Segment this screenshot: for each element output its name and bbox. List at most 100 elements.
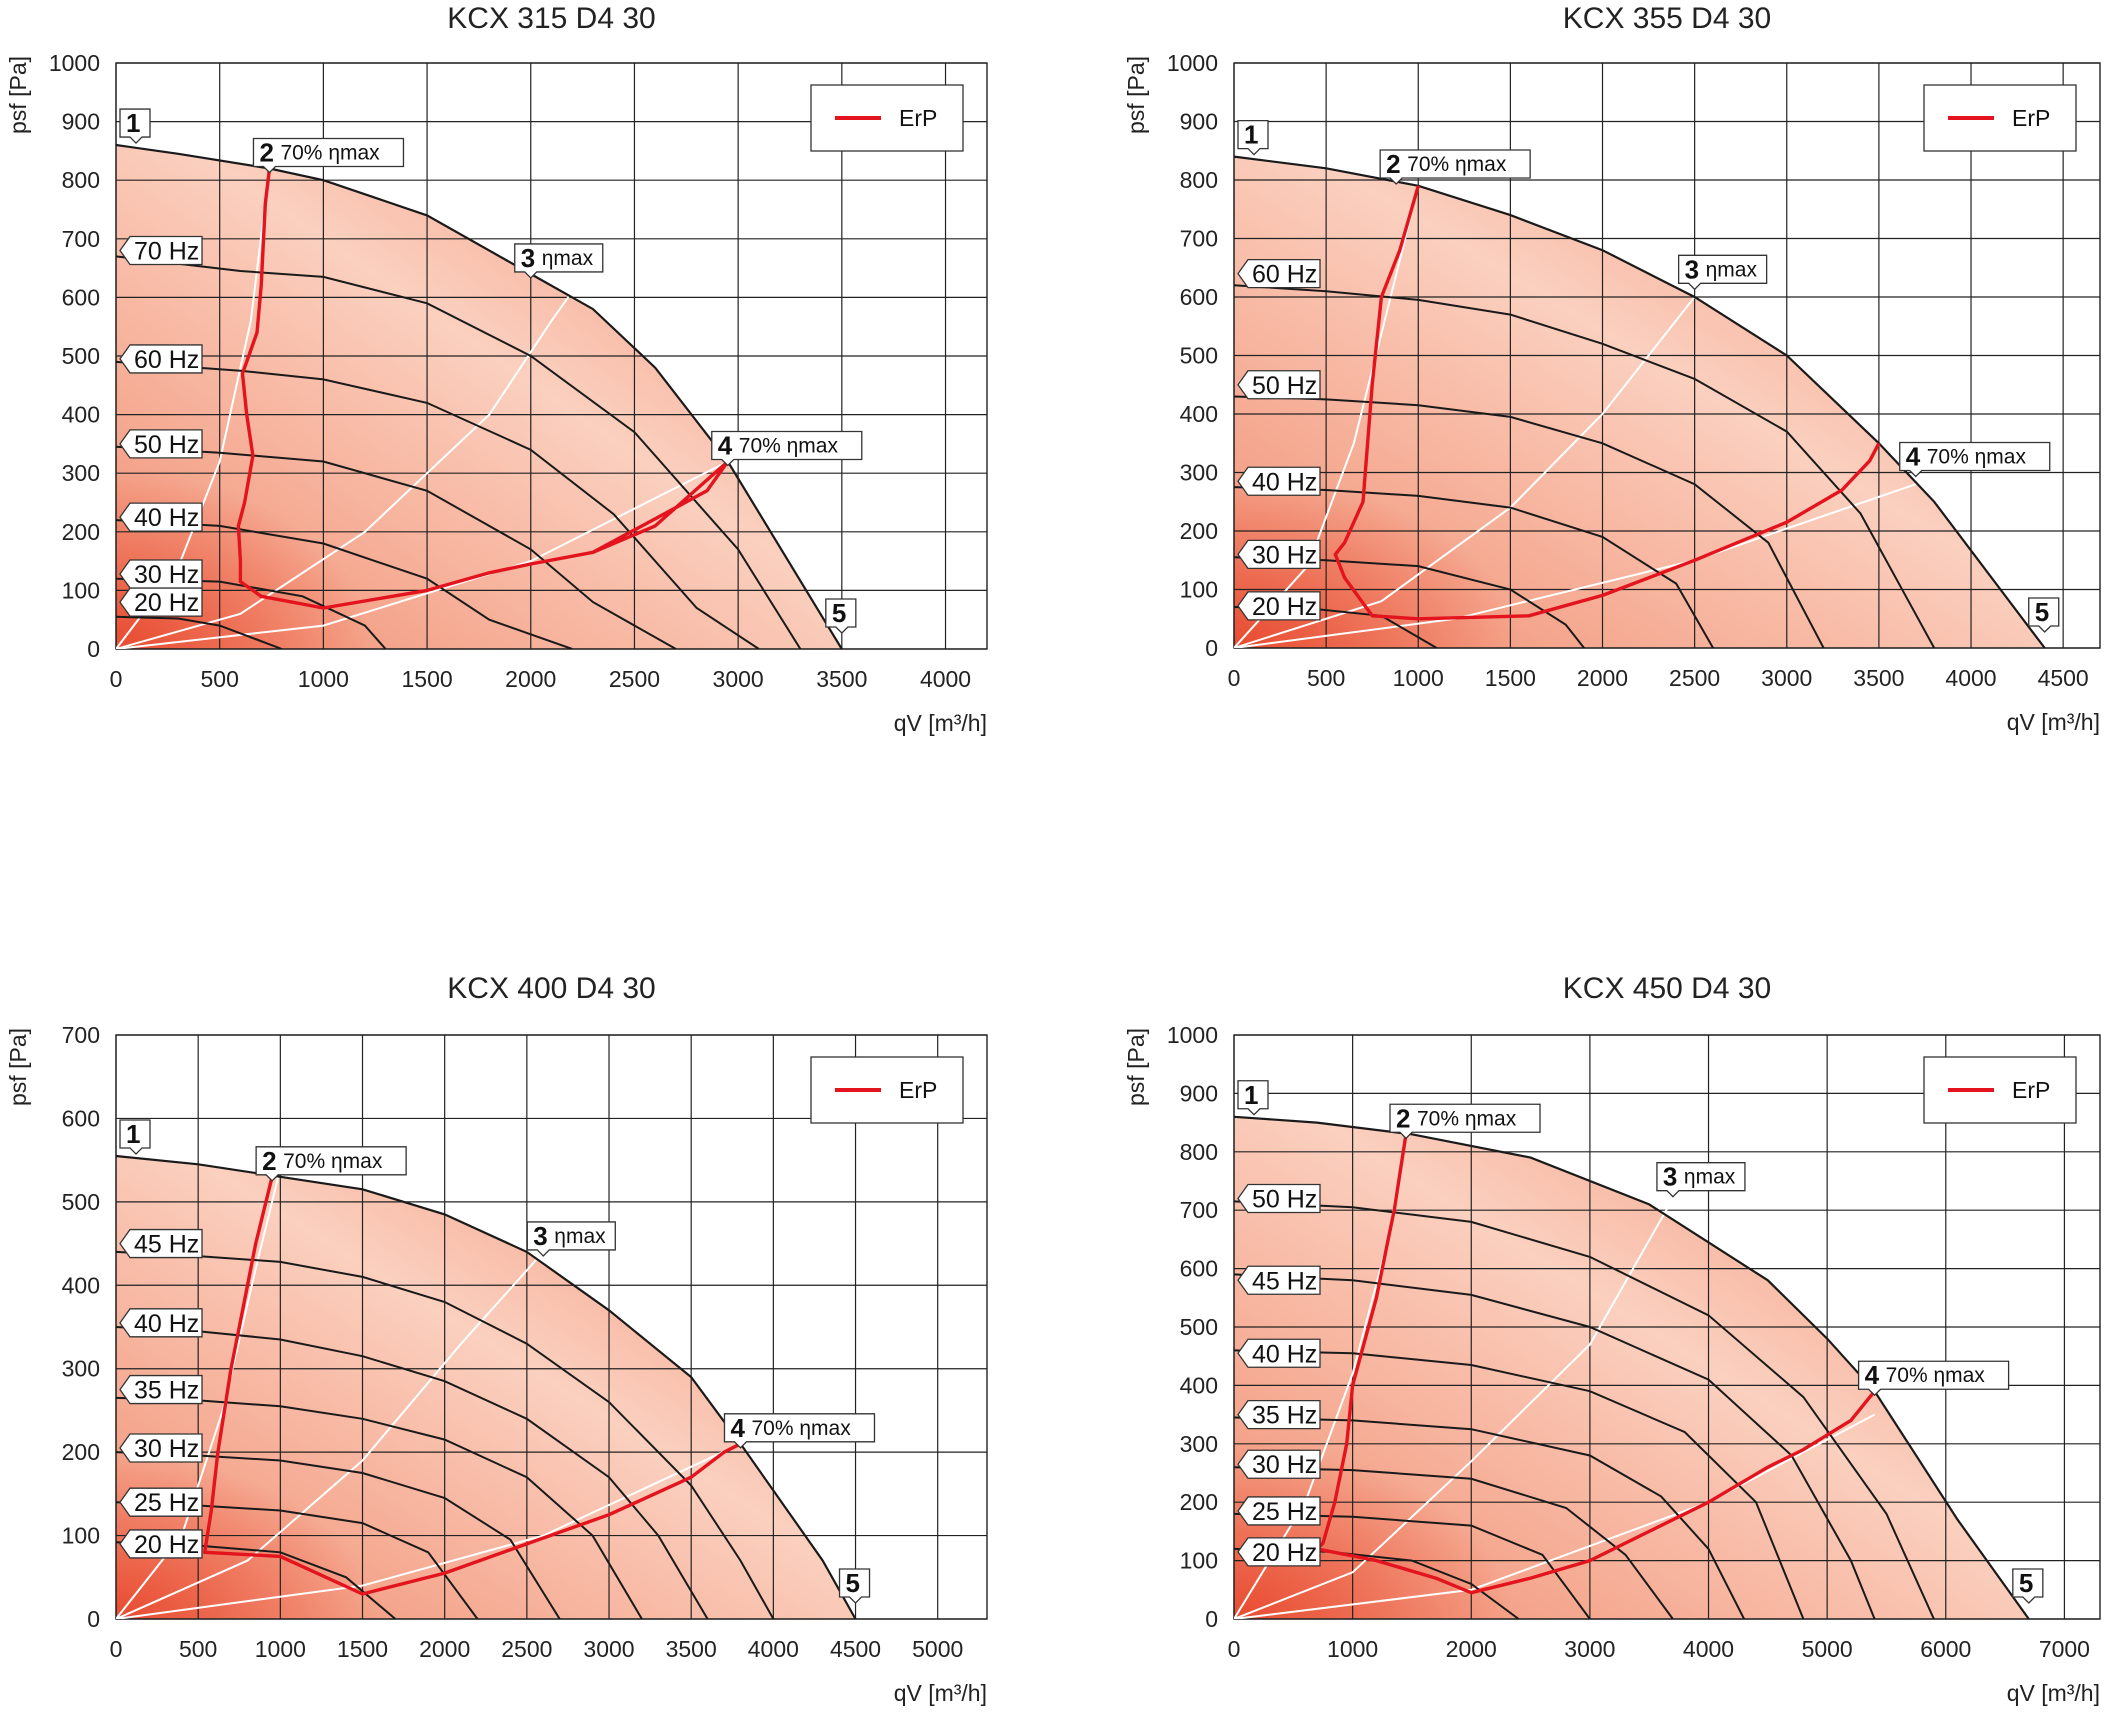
y-tick-label: 0 [1205,1606,1218,1632]
x-tick-label: 3500 [816,666,867,692]
speed-label-tag [119,1374,203,1405]
envelope-corner-glow [1234,156,2045,648]
legend-box [810,84,964,152]
operating-point-tag [2028,597,2060,633]
envelope-outline [1233,155,2046,649]
erp-curve [202,1176,742,1596]
operating-point-tag [1237,1080,1269,1116]
chart-4: KCX 450 D4 300 1000 2000 3000 4000 5000 6000 70… [1123,972,2101,1706]
envelope-corner-glow [116,1156,856,1619]
speed-label-tag [119,1529,203,1559]
operating-point-number: 1 [1244,120,1258,150]
speed-label-tag [1237,591,1321,621]
y-tick-label: 400 [1180,1372,1218,1398]
speed-label-tag [119,1433,203,1463]
operating-point-label: 70% ηmax [1407,153,1507,176]
y-tick-label: 800 [1180,167,1218,193]
chart-title: KCX 450 D4 30 [1563,972,1771,1005]
speed-label-tag [119,502,203,532]
operating-point-label: 70% ηmax [1886,1364,1986,1387]
operating-point-number: 4 [1906,442,1921,472]
y-tick-label: 700 [62,1022,100,1048]
y-tick-label: 100 [62,577,100,603]
speed-label-tag [1237,466,1321,496]
speed-label: 30 Hz [1252,1451,1317,1479]
y-tick-label: 900 [62,109,100,135]
operating-point-tag [252,137,405,174]
speed-curve [116,615,283,649]
system-line [116,460,729,649]
y-tick-label: 0 [87,636,100,662]
speed-label-tag [119,344,203,374]
speed-label: 70 Hz [134,238,199,266]
speed-label: 25 Hz [134,1489,199,1517]
speed-label-tag [119,1308,203,1338]
plot-frame [115,62,988,650]
speed-label-tag [1237,370,1321,400]
speed-label-tag [119,235,203,266]
speed-label: 20 Hz [134,589,199,617]
speed-label-tag [1237,1449,1321,1479]
speed-curve [1234,284,1936,648]
operating-point-tag [711,430,863,467]
speed-label-tag [119,429,203,459]
speed-label-tag [1237,539,1321,570]
y-tick-label: 900 [1180,1080,1218,1106]
y-tick-label: 100 [1180,1548,1218,1574]
x-tick-label: 2500 [501,1636,552,1662]
speed-curve [1234,1416,1745,1619]
operating-point-tag [1389,1103,1541,1140]
operating-point-label: 70% ηmax [283,1150,383,1173]
y-axis-label: psf [Pa] [1123,56,1149,134]
system-line [1234,1198,1674,1619]
y-tick-label: 100 [1180,577,1218,603]
operating-point-number: 5 [2035,597,2049,627]
speed-curve [116,255,802,649]
y-axis-label: psf [Pa] [5,1028,31,1106]
x-tick-label: 2500 [609,666,660,692]
y-tick-label: 500 [1180,343,1218,369]
operating-point-tag [1677,254,1768,291]
speed-curve [1234,1273,1876,1619]
chart-title: KCX 400 D4 30 [447,972,655,1005]
operating-point-tag [1899,441,2051,478]
chart-2: KCX 355 D4 300 500 1000 1500 2000 2500 3000 350… [1123,2,2101,735]
legend-box [1923,84,2077,152]
operating-point-label: ηmax [1706,258,1758,281]
legend-label-erp: ErP [2012,105,2050,131]
speed-label: 25 Hz [1252,1498,1317,1526]
x-tick-label: 2000 [1446,1636,1497,1662]
chart-title: KCX 355 D4 30 [1563,2,1771,35]
speed-label-tag [1237,1183,1321,1214]
x-tick-label: 1500 [401,666,452,692]
y-tick-label: 300 [62,460,100,486]
y-tick-label: 600 [62,1105,100,1131]
operating-point-number: 5 [832,598,846,628]
speed-label: 40 Hz [134,1310,199,1338]
speed-label-tag [1237,1496,1321,1526]
speed-label: 45 Hz [134,1231,199,1259]
chart-3: KCX 400 D4 300 500 1000 1500 2000 2500 3000 350… [5,972,988,1706]
speed-label-tag [1237,1338,1321,1368]
x-tick-label: 2500 [1669,665,1720,691]
speed-label-tag [119,1228,203,1259]
x-tick-label: 5000 [1802,1636,1853,1662]
system-line [116,1442,741,1619]
y-tick-label: 300 [1180,1431,1218,1457]
x-tick-label: 4000 [1683,1636,1734,1662]
speed-label: 30 Hz [1252,541,1317,569]
x-tick-label: 0 [1228,665,1241,691]
envelope-outline [115,143,843,650]
y-tick-label: 500 [1180,1314,1218,1340]
operating-point-label: 70% ηmax [739,434,839,457]
envelope-outline [1233,1115,2030,1620]
speed-label: 60 Hz [134,346,199,374]
speed-curve [116,360,760,649]
speed-label: 35 Hz [1252,1402,1317,1430]
speed-label-tag [119,587,203,617]
y-tick-label: 600 [1180,1256,1218,1282]
y-tick-label: 600 [1180,284,1218,310]
x-tick-label: 4000 [920,666,971,692]
y-tick-label: 200 [1180,1489,1218,1515]
operating-point-tag [2012,1568,2044,1604]
